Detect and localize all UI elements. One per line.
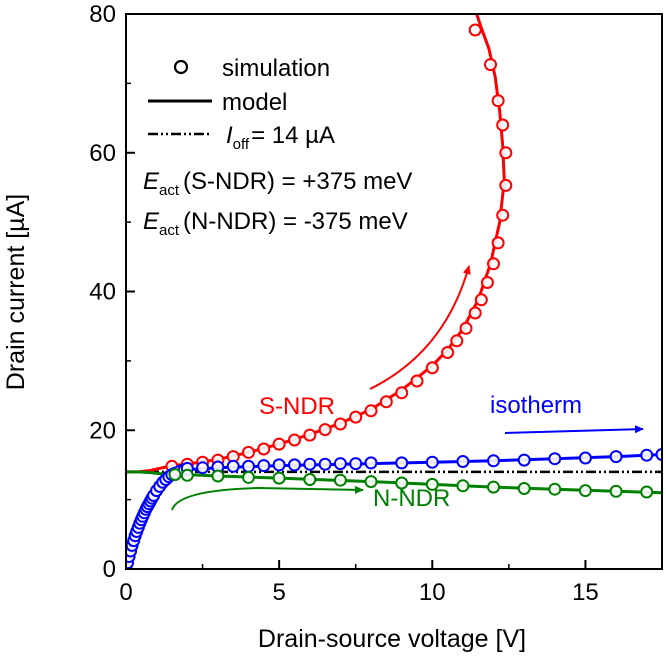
legend-simulation-marker — [173, 59, 189, 75]
s-ndr-sim-point — [379, 395, 393, 409]
isotherm-sim-point — [257, 459, 271, 473]
s-ndr-sim-point — [395, 386, 409, 400]
n-ndr-sim-point — [242, 470, 255, 484]
x-tick-label: 15 — [572, 579, 599, 606]
x-tick-label: 5 — [272, 579, 285, 606]
s-ndr-arrow — [369, 265, 471, 390]
s-ndr-sim-point — [303, 428, 317, 442]
n-ndr-sim-point — [395, 476, 409, 490]
isotherm-arrow — [504, 425, 644, 434]
y-tick-label: 0 — [103, 556, 116, 583]
s-ndr-sim-point — [487, 257, 500, 271]
s-ndr-sim-point — [272, 437, 286, 451]
s-ndr-sim-point — [474, 293, 488, 307]
x-axis-label: Drain-source voltage [V] — [258, 625, 526, 653]
s-ndr-sim-point — [499, 178, 513, 192]
n-ndr-sim-point — [168, 468, 182, 482]
s-ndr-sim-point — [288, 433, 301, 447]
isotherm-sim-point — [364, 456, 378, 470]
axes-ticks: 0 5 10 15 0 20 40 60 80 — [89, 1, 598, 606]
s-ndr-sim-point — [468, 306, 482, 320]
s-ndr-sim-point — [459, 321, 473, 335]
isotherm-sim-point — [303, 457, 317, 471]
n-ndr-label: N-NDR — [373, 485, 450, 512]
s-ndr-sim-point — [499, 146, 513, 160]
isotherm-label: isotherm — [490, 392, 582, 419]
n-ndr-arrow — [171, 485, 364, 511]
s-ndr-label: S-NDR — [259, 393, 335, 420]
s-ndr-sim-point — [364, 404, 378, 418]
legend-ioff-label: Ioff= 14 µA — [226, 122, 335, 153]
legend-model-label: model — [222, 89, 287, 116]
s-ndr-sim-point — [468, 23, 482, 37]
eact-n-ndr-text: Eact (N-NDR) = -375 meV — [143, 208, 408, 239]
s-ndr-sim-point — [318, 423, 332, 437]
n-ndr-sim-point — [303, 473, 317, 486]
y-tick-label: 60 — [89, 140, 116, 167]
n-ndr-sim-point — [272, 471, 286, 485]
isotherm-sim-point — [395, 456, 409, 470]
isotherm-sim-point — [578, 451, 592, 465]
y-tick-label: 80 — [89, 1, 116, 28]
legend-simulation-label: simulation — [222, 55, 330, 82]
s-ndr-sim-point — [425, 361, 439, 375]
n-ndr-sim-point — [487, 480, 500, 494]
s-ndr-sim-point — [349, 410, 363, 424]
isotherm-sim-point — [272, 458, 286, 472]
s-ndr-sim-point — [484, 58, 497, 72]
x-tick-label: 0 — [119, 579, 132, 606]
legend: simulation model Ioff= 14 µA — [148, 55, 335, 153]
isotherm-sim-point — [333, 457, 347, 471]
s-ndr-sim-point — [491, 94, 505, 108]
x-tick-label: 10 — [419, 579, 446, 606]
n-ndr-sim-point — [456, 479, 470, 493]
s-ndr-sim-point — [257, 442, 271, 456]
s-ndr-sim-point — [496, 118, 510, 132]
s-ndr-sim-point — [480, 276, 494, 289]
isotherm-sim-point — [640, 448, 654, 462]
s-ndr-sim-point — [450, 334, 464, 348]
isotherm-sim-point — [425, 455, 439, 469]
isotherm-sim-point — [349, 457, 363, 471]
n-ndr-sim-point — [180, 468, 194, 482]
n-ndr-sim-point — [640, 485, 654, 499]
s-ndr-sim-point — [242, 445, 255, 459]
s-ndr-sim-point — [491, 236, 505, 250]
n-ndr-sim-point — [333, 473, 347, 487]
s-ndr-sim-point — [410, 374, 424, 388]
isotherm-sim-point — [517, 453, 531, 467]
n-ndr-sim-point — [548, 482, 562, 496]
series-layer — [126, 14, 662, 569]
y-axis-label: Drain current [µA] — [2, 194, 30, 390]
s-ndr-sim-point — [496, 208, 510, 222]
isotherm-sim-point — [655, 448, 662, 461]
n-ndr-sim-point — [211, 469, 225, 483]
isotherm-sim-point — [226, 459, 240, 473]
s-ndr-sim-point — [333, 417, 347, 431]
isotherm-sim-point — [318, 457, 332, 471]
isotherm-sim-point — [609, 450, 623, 464]
y-tick-label: 20 — [89, 417, 116, 444]
y-tick-label: 40 — [89, 279, 116, 306]
isotherm-sim-point — [196, 461, 210, 475]
isotherm-sim-point — [487, 454, 500, 468]
isotherm-sim-point — [288, 458, 301, 472]
s-ndr-sim-point — [441, 346, 455, 359]
isotherm-sim-point — [548, 452, 562, 466]
n-ndr-sim-point — [517, 482, 531, 495]
n-ndr-sim-point — [425, 477, 439, 491]
isotherm-sim-point — [242, 459, 255, 473]
plot-frame — [125, 13, 663, 570]
isotherm-sim-point — [456, 455, 470, 468]
n-ndr-sim-point — [578, 484, 592, 498]
n-ndr-sim-point — [364, 475, 378, 489]
eact-s-ndr-text: Eact (S-NDR) = +375 meV — [143, 168, 412, 199]
n-ndr-sim-point — [609, 484, 623, 498]
